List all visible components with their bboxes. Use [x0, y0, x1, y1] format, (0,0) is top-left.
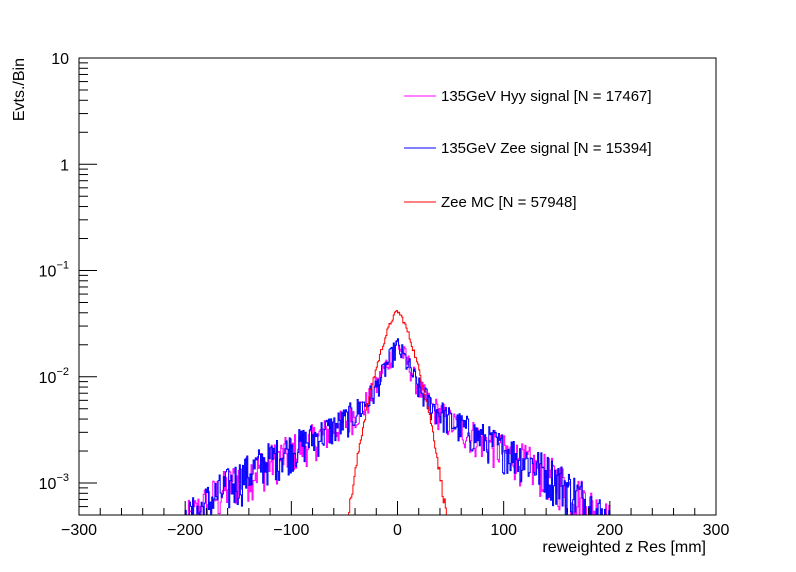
x-tick-label: 100 [490, 522, 517, 539]
x-tick-label: 300 [703, 522, 730, 539]
y-tick-label: 1 [60, 157, 69, 174]
x-tick-label: −200 [167, 522, 203, 539]
y-tick-label: 10 [51, 51, 69, 68]
x-tick-label: −300 [61, 522, 97, 539]
y-axis-label: Evts./Bin [11, 58, 28, 121]
y-tick-label: 10−1 [39, 260, 69, 281]
x-tick-label: 200 [596, 522, 623, 539]
legend-entry: 135GeV Zee signal [N = 15394] [441, 140, 652, 157]
axes-layer: −300 −200 −100 0 100 200 300 10−3 10−2 10−1 1 10 [39, 51, 730, 539]
x-axis-label: reweighted z Res [mm] [542, 539, 706, 556]
legend-entry: 135GeV Hyy signal [N = 17467] [441, 88, 652, 105]
y-tick-label: 10−2 [39, 366, 69, 387]
legend-entry: Zee MC [N = 57948] [441, 194, 576, 211]
series-histogram-2 [79, 338, 716, 516]
legend: 135GeV Hyy signal [N = 17467] 135GeV Zee … [404, 88, 652, 211]
x-tick-label: 0 [393, 522, 402, 539]
x-tick-label: −100 [273, 522, 309, 539]
y-tick-label: 10−3 [39, 472, 69, 493]
